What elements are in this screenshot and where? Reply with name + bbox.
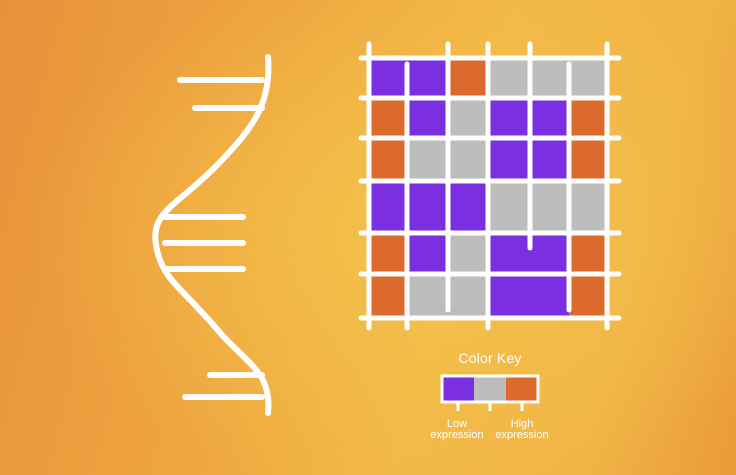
color-key-title: Color Key [458, 350, 522, 366]
low-label-line1: Low [446, 418, 468, 430]
heatmap-cell-mid [488, 181, 530, 233]
heatmap-cell-low [530, 98, 569, 138]
heatmap-cell-low [530, 138, 569, 181]
heatmap-cell-mid [407, 274, 448, 318]
low-label-line2: expression [430, 429, 484, 441]
heatmap-cell-high [569, 98, 607, 138]
dna-strand-icon [152, 54, 272, 416]
color-key-swatch-high [506, 376, 538, 402]
high-expression-label: High expression [482, 419, 562, 441]
expression-heatmap [358, 41, 622, 331]
heatmap-cell-low [369, 181, 407, 233]
heatmap-cell-low [488, 233, 530, 274]
heatmap-cell-low [488, 274, 530, 318]
heatmap-cell-low [407, 181, 448, 233]
heatmap-cell-low [407, 98, 448, 138]
heatmap-cell-mid [569, 58, 607, 98]
heatmap-cell-low [407, 58, 448, 98]
heatmap-cell-low [488, 98, 530, 138]
heatmap-cell-mid [448, 233, 488, 274]
heatmap-cell-low [369, 58, 407, 98]
heatmap-cell-mid [530, 58, 569, 98]
heatmap-cell-high [569, 138, 607, 181]
high-label-line1: High [510, 418, 534, 430]
heatmap-cell-mid [448, 98, 488, 138]
heatmap-cell-low [488, 138, 530, 181]
dna-backbone [152, 54, 272, 416]
heatmap-cell-mid [448, 138, 488, 181]
heatmap-cell-high [569, 274, 607, 318]
heatmap-cell-mid [488, 58, 530, 98]
heatmap-cell-high [369, 98, 407, 138]
heatmap-cell-high [369, 138, 407, 181]
high-label-line2: expression [495, 429, 549, 441]
heatmap-cell-mid [407, 138, 448, 181]
heatmap-cell-low [448, 181, 488, 233]
heatmap-cell-high [369, 233, 407, 274]
color-key-swatch-low [442, 376, 474, 402]
color-key-bar [440, 374, 540, 411]
heatmap-cell-low [530, 233, 569, 274]
color-key-swatch-mid [474, 376, 506, 402]
heatmap-cell-high [369, 274, 407, 318]
heatmap-cell-mid [569, 181, 607, 233]
heatmap-cell-low [530, 274, 569, 318]
heatmap-cell-high [569, 233, 607, 274]
heatmap-cell-high [448, 58, 488, 98]
heatmap-cell-low [407, 233, 448, 274]
heatmap-cell-mid [448, 274, 488, 318]
heatmap-cell-mid [530, 181, 569, 233]
low-expression-label: Low expression [417, 419, 497, 441]
